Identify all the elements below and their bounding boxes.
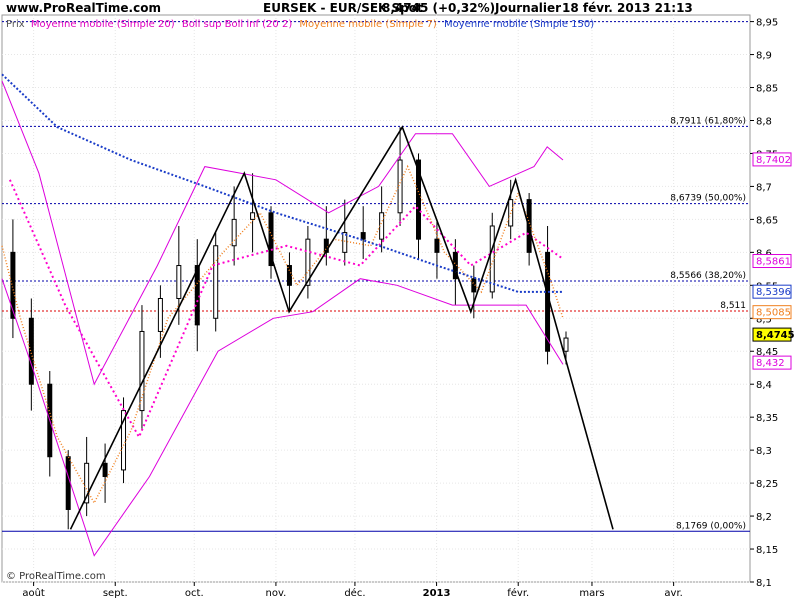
datetime: 18 févr. 2013 21:13 [562,1,693,15]
copyright: © ProRealTime.com [6,571,106,582]
site-title[interactable]: www.ProRealTime.com [6,1,161,15]
legend-ma7: Moyenne mobile (Simple 7) [299,19,437,30]
price-panel [1,14,751,583]
candle-body-19 [360,232,366,240]
candle-body-5 [102,462,108,478]
period: Journalier [494,1,561,15]
y-tick-label-12: 8,7 [756,182,772,193]
instrument-title: EURSEK - EUR/SEK Spot [263,1,423,15]
candle-body-11 [213,245,219,319]
badge-label-3: 8,5085 [756,308,791,319]
candle-body-3 [65,456,71,510]
x-tick-label-8: avr. [664,588,682,599]
indicator-lines [1,73,564,557]
candle-body-15 [286,265,292,286]
y-tick-label-17: 8,95 [756,18,778,29]
candle-body-18 [342,232,348,253]
y-tick-label-3: 8,25 [756,479,778,490]
badge-box-0 [752,152,792,167]
candle-body-0 [10,251,16,319]
y-tick-label-8: 8,5 [756,314,772,325]
x-tick-label-5: 2013 [423,588,451,599]
x-tick-label-1: sept. [103,588,128,599]
candle-body-9 [176,265,182,299]
candle-body-13 [250,212,256,220]
legend-prefix: Prix [6,19,25,30]
candle-body-1 [28,317,34,385]
series-ma7 [1,164,564,505]
y-tick-label-16: 8,9 [756,51,772,62]
candle-body-21 [397,159,403,214]
fib-label-3: 8,5566 (38,20%) [670,271,746,281]
y-tick-label-10: 8,6 [756,248,772,259]
candle-body-30 [563,337,569,352]
candle-body-25 [471,278,477,293]
candle-body-12 [231,218,237,247]
fib-label-2: 8,6739 (50,00%) [670,194,746,204]
badge-label-2: 8,5396 [756,287,791,298]
x-tick-label-2: oct. [185,588,204,599]
series-ma20 [8,179,564,440]
legend-boll: Boll sup Boll inf (20 2) [182,19,292,30]
candle-body-10 [194,265,200,326]
y-tick-label-15: 8,85 [756,84,778,95]
candle-body-22 [416,159,422,240]
y-tick-label-1: 8,15 [756,545,778,556]
red-level-label: 8,511 [720,301,746,311]
candle-body-7 [139,330,145,412]
x-tick-label-7: mars [579,588,604,599]
y-tick-label-4: 8,3 [756,446,772,457]
x-axis: août sept. oct. nov. déc. 2013 févr. mars avr. [22,582,683,599]
candle-body-27 [508,199,514,227]
candle-body-14 [268,212,274,267]
fib-label-4: 8,1769 (0,00%) [676,521,746,531]
candle-body-16 [305,238,311,286]
legend-row: Prix Moyenne mobile (Simple 20) Boll sup… [6,19,594,30]
x-tick-label-0: août [22,587,45,599]
badge-label-1: 8,5861 [756,257,791,268]
candle-body-6 [121,410,127,471]
series-boll_up [1,80,564,386]
candle-body-4 [84,462,90,504]
badge-label-0: 8,7402 [756,155,791,166]
horizontal-levels: 8,7911 (61,80%) 8,6739 (50,00%) 8,5566 (38… [2,21,750,532]
badge-box-4 [752,327,792,342]
badge-box-2 [752,284,792,299]
trendline [69,125,614,530]
trendline-group [69,125,614,530]
y-tick-label-6: 8,4 [756,380,772,391]
series-ma150 [1,73,563,293]
y-tick-label-11: 8,65 [756,215,778,226]
x-tick-label-6: févr. [507,587,529,599]
x-tick-label-3: nov. [266,588,287,599]
legend-ma20: Moyenne mobile (Simple 20) [31,19,175,30]
y-tick-label-2: 8,2 [756,512,772,523]
legend-ma150: Moyenne mobile (Simple 150) [444,19,594,30]
y-tick-label-5: 8,35 [756,413,778,424]
badge-box-1 [752,254,792,269]
y-tick-label-14: 8,8 [756,116,772,127]
candle-body-8 [157,298,163,332]
y-tick-label-7: 8,45 [756,347,778,358]
y-axis: 8,18,158,28,258,38,358,48,458,58,558,68,… [750,18,778,589]
badge-label-4: 8,4745 [756,330,795,341]
y-tick-label-0: 8,1 [756,578,772,589]
badge-box-5 [752,355,792,370]
value-badges: 8,7402 8,5861 8,5396 8,5085 8,4745 8,432 [752,152,795,370]
badge-box-3 [752,305,792,320]
x-tick-label-4: déc. [344,587,365,599]
fib-label-1: 8,7911 (61,80%) [670,116,746,126]
badge-label-5: 8,432 [756,358,785,369]
series-boll_dn [1,278,564,557]
quote: 8,4745 (+0,32%) [382,1,495,15]
candle-body-23 [434,238,440,253]
